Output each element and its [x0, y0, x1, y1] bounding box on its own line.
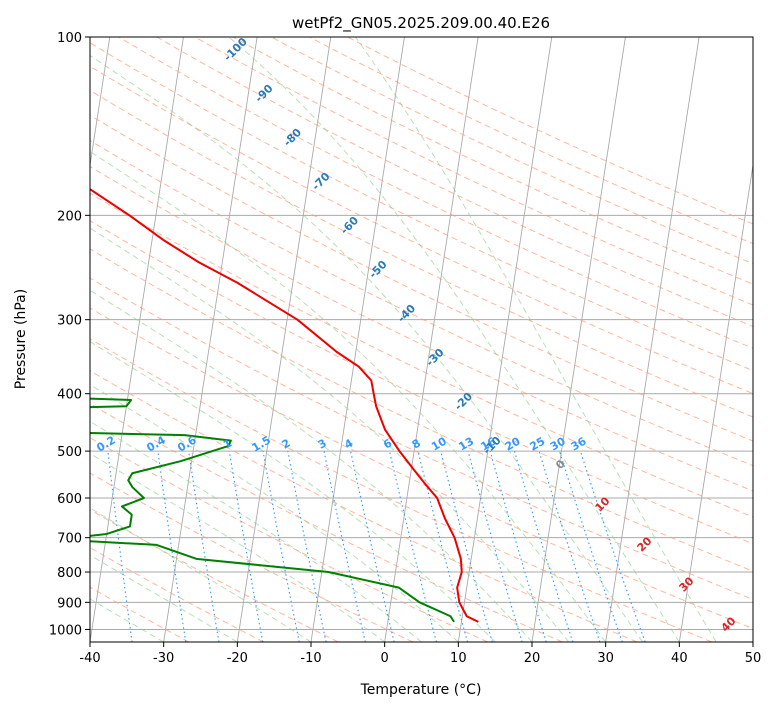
- x-tick-label: -10: [300, 651, 321, 666]
- y-tick-label: 100: [57, 31, 82, 46]
- x-axis-label: Temperature (°C): [360, 682, 482, 698]
- plot-area: [90, 37, 753, 642]
- x-tick-label: -40: [79, 651, 100, 666]
- y-tick-label: 400: [57, 388, 82, 403]
- y-tick-label: 800: [57, 566, 82, 581]
- x-tick-label: 50: [745, 651, 762, 666]
- y-axis-label: Pressure (hPa): [13, 289, 29, 389]
- x-tick-label: 40: [671, 651, 688, 666]
- chart-title: wetPf2_GN05.2025.209.00.40.E26: [292, 14, 550, 33]
- isotherm-gridline: [753, 37, 775, 642]
- y-tick-label: 700: [57, 532, 82, 547]
- x-tick-label: 0: [381, 651, 389, 666]
- x-tick-label: 10: [450, 651, 467, 666]
- y-tick-label: 1000: [49, 623, 82, 638]
- y-tick-label: 600: [57, 492, 82, 507]
- y-tick-label: 500: [57, 445, 82, 460]
- y-tick-label: 900: [57, 596, 82, 611]
- x-tick-label: -20: [227, 651, 248, 666]
- y-tick-label: 300: [57, 314, 82, 329]
- x-tick-label: 20: [524, 651, 541, 666]
- x-tick-label: -30: [153, 651, 174, 666]
- x-tick-label: 30: [597, 651, 614, 666]
- y-tick-label: 200: [57, 209, 82, 224]
